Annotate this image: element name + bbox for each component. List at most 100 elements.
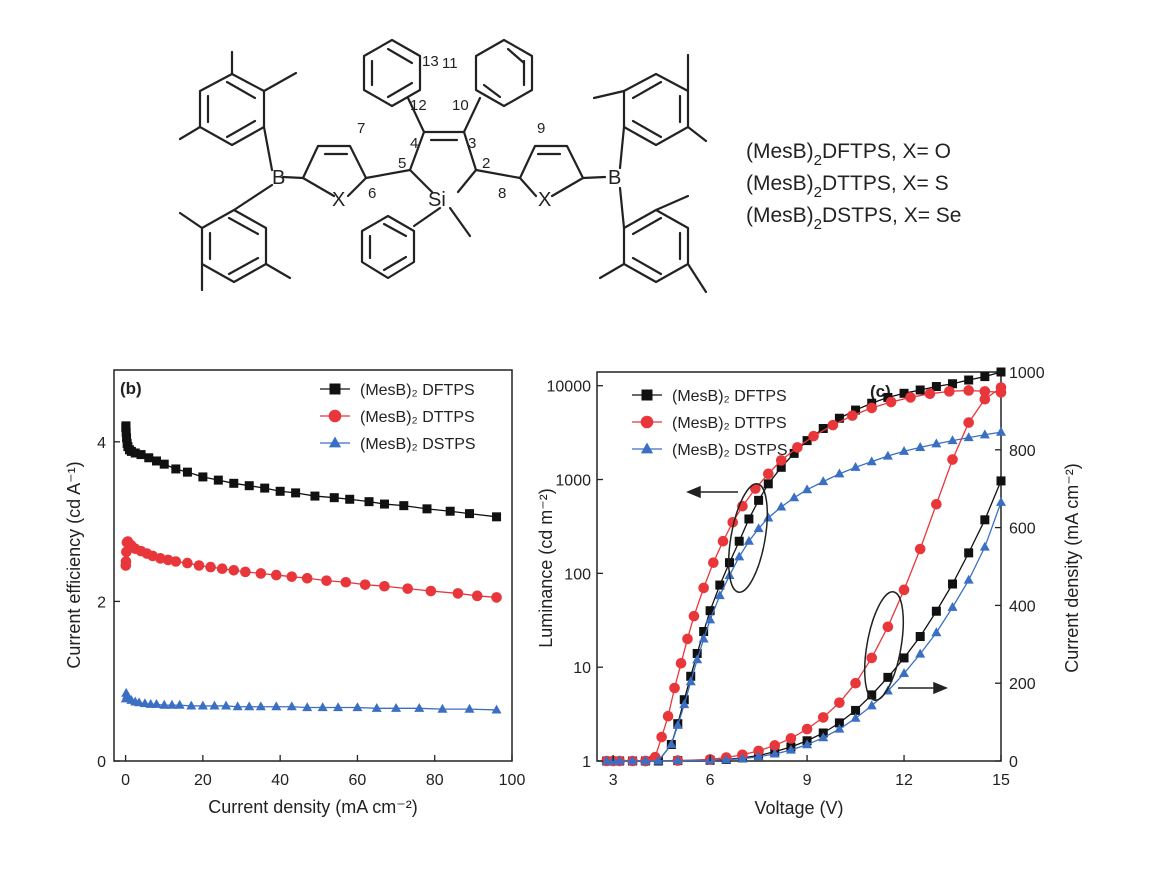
luminance-point bbox=[601, 755, 612, 765]
data-point bbox=[271, 701, 282, 711]
chart-b-current-efficiency: (b) 0 20 40 60 80 100 0 2 4 Current density (mA … bbox=[64, 369, 525, 817]
luminance-point bbox=[692, 648, 702, 658]
current-point bbox=[851, 705, 861, 715]
legend-item: (MesB)₂ DFTPS bbox=[632, 388, 787, 405]
data-point bbox=[144, 453, 154, 463]
data-point bbox=[464, 703, 475, 713]
luminance-point bbox=[924, 388, 936, 400]
luminance-point bbox=[775, 455, 787, 466]
data-point bbox=[193, 560, 205, 571]
x-tick-label: 20 bbox=[194, 772, 212, 789]
luminance-point bbox=[827, 419, 839, 431]
legend-item: (MesB)₂ DTTPS bbox=[320, 409, 475, 426]
x-tick-label: 3 bbox=[609, 772, 618, 789]
luminance-point bbox=[905, 392, 916, 403]
data-point bbox=[255, 568, 267, 579]
y-tick-label-left: 10 bbox=[573, 660, 591, 677]
luminance-point bbox=[915, 385, 925, 395]
atom-labels: B B X X Si bbox=[272, 167, 621, 211]
data-point bbox=[186, 700, 197, 710]
data-point bbox=[182, 557, 193, 569]
luminance-point bbox=[754, 495, 764, 505]
data-point bbox=[198, 472, 208, 482]
current-point bbox=[737, 753, 748, 763]
current-point bbox=[995, 382, 1007, 393]
current-point bbox=[785, 733, 797, 744]
chart-c-y-axis-title-left: Luminance (cd m⁻²) bbox=[536, 488, 556, 648]
luminance-point bbox=[834, 413, 844, 423]
compound-name-dttps: (MesB)2DTTPS, X= S bbox=[746, 172, 949, 201]
data-point bbox=[174, 699, 185, 709]
current-point bbox=[947, 454, 958, 465]
data-point bbox=[310, 491, 320, 501]
legend-item: (MesB)₂ DFTPS bbox=[320, 382, 475, 399]
legend-marker bbox=[329, 383, 341, 395]
current-point bbox=[769, 748, 780, 758]
y-tick-label-right: 600 bbox=[1009, 521, 1036, 538]
current-point bbox=[931, 627, 942, 637]
luminance-point bbox=[996, 426, 1006, 436]
current-point bbox=[818, 732, 829, 742]
data-point bbox=[491, 704, 502, 714]
data-point bbox=[159, 699, 170, 709]
data-point bbox=[170, 556, 182, 567]
mesityl-upper-left bbox=[178, 50, 298, 172]
luminance-point bbox=[915, 442, 926, 451]
current-point bbox=[980, 515, 990, 525]
current-point bbox=[996, 496, 1006, 506]
luminance-point bbox=[882, 450, 893, 460]
luminance-point bbox=[789, 492, 800, 502]
current-point bbox=[867, 690, 877, 700]
luminance-point bbox=[666, 739, 677, 749]
luminance-point bbox=[963, 385, 974, 396]
current-point bbox=[948, 579, 958, 589]
data-point bbox=[302, 702, 313, 712]
luminance-point bbox=[725, 558, 735, 568]
data-point bbox=[391, 702, 402, 712]
data-point bbox=[364, 497, 374, 507]
luminance-point bbox=[675, 657, 687, 669]
luminance-point bbox=[866, 402, 878, 414]
luminance-line bbox=[606, 389, 1002, 762]
x-tick-label: 60 bbox=[349, 772, 367, 789]
current-line bbox=[613, 387, 1002, 762]
position-number: 10 bbox=[452, 97, 469, 114]
luminance-point bbox=[931, 438, 942, 448]
data-point bbox=[122, 433, 132, 443]
data-point bbox=[340, 576, 352, 588]
luminance-point bbox=[776, 462, 786, 472]
chart-b-series bbox=[121, 421, 502, 522]
data-point bbox=[151, 699, 162, 708]
x-tick-label: 80 bbox=[426, 772, 444, 789]
data-point bbox=[352, 702, 363, 712]
luminance-point bbox=[743, 535, 754, 545]
luminance-point bbox=[656, 731, 667, 743]
luminance-point bbox=[734, 551, 745, 561]
data-point bbox=[275, 486, 285, 496]
y-tick-label-right: 1000 bbox=[1009, 365, 1045, 382]
luminance-point bbox=[899, 388, 909, 398]
chart-c-annotations bbox=[686, 483, 948, 701]
luminance-point bbox=[834, 468, 845, 478]
mesityl-upper-right bbox=[592, 53, 708, 170]
current-point bbox=[850, 677, 861, 689]
chart-b-series bbox=[120, 536, 502, 603]
data-point bbox=[216, 563, 228, 574]
luminance-point bbox=[808, 430, 819, 442]
luminance-point bbox=[669, 682, 680, 694]
position-number: 5 bbox=[398, 155, 406, 172]
data-point bbox=[471, 590, 483, 602]
data-point bbox=[240, 566, 251, 578]
chart-b-frame bbox=[113, 369, 513, 762]
data-point bbox=[260, 483, 270, 493]
y-tick-label-right: 800 bbox=[1009, 443, 1036, 460]
luminance-point bbox=[979, 386, 991, 397]
current-point bbox=[898, 584, 910, 596]
luminance-point bbox=[714, 590, 725, 600]
luminance-point bbox=[685, 676, 696, 686]
luminance-point bbox=[818, 476, 829, 486]
silole-core bbox=[406, 96, 522, 238]
data-point bbox=[414, 702, 425, 712]
luminance-point bbox=[672, 719, 683, 729]
data-point bbox=[291, 488, 301, 498]
